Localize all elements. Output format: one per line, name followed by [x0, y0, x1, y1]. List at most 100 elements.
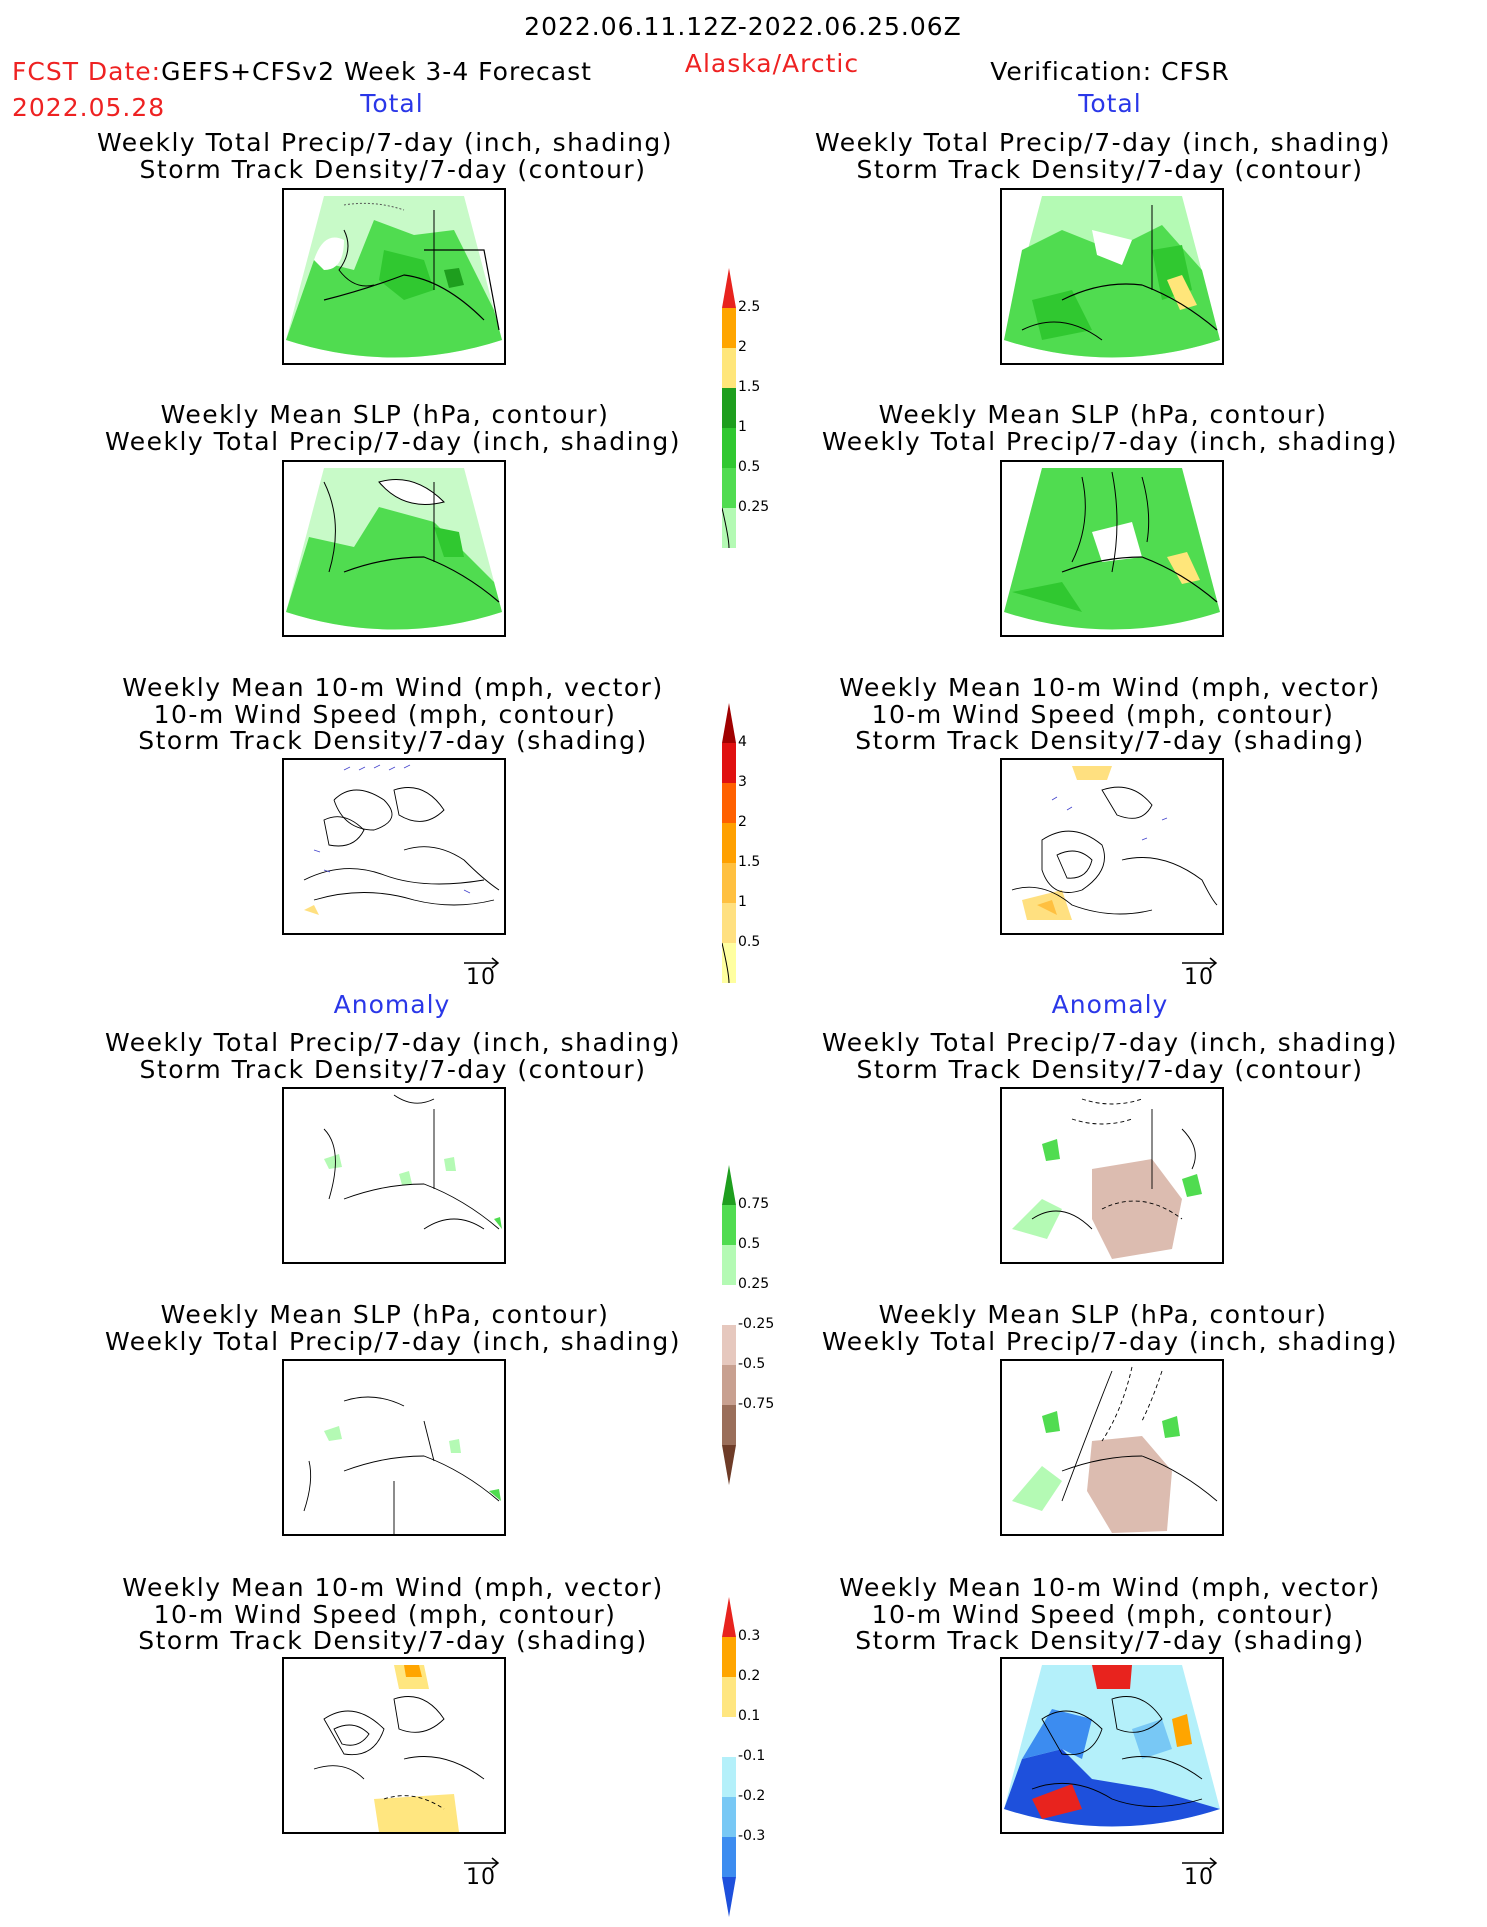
map-slp-anom-verification: [1000, 1359, 1224, 1536]
arrow-icon: [1182, 1857, 1218, 1869]
colorbar-tick-label: 1.5: [738, 854, 761, 870]
colorbar-tick-label: 1: [738, 894, 747, 910]
colorbar-tick-label: 0.25: [738, 1276, 770, 1292]
colorbar-tick-label: 0.5: [738, 459, 761, 475]
colorbar-tick-label: 1: [738, 419, 747, 435]
colorbar-swatch: [722, 1245, 736, 1285]
colorbar-tick-label: 0.2: [738, 1668, 761, 1684]
vector-ref-r6-right: 10: [1180, 1855, 1240, 1895]
region-label: Alaska/Arctic: [684, 49, 860, 78]
wind-anom-forecast-svg: [286, 1665, 502, 1832]
title-r6-left-3: Storm Track Density/7-day (shading): [138, 1626, 648, 1655]
title-r6-left-1: Weekly Mean 10-m Wind (mph, vector): [122, 1573, 664, 1602]
colorbar-tick-label: -0.75: [738, 1396, 775, 1412]
map-slp-total-verification: [1000, 460, 1224, 637]
title-r3-right-1: Weekly Mean 10-m Wind (mph, vector): [839, 673, 1381, 702]
vector-ref-r6-left: 10: [462, 1855, 522, 1895]
colorbar-swatch: [722, 1205, 736, 1245]
colorbar-swatch: [722, 1325, 736, 1365]
wind-total-forecast-svg: [286, 764, 502, 928]
colorbar-swatch: [722, 428, 736, 468]
slp-anom-verification-svg: [1004, 1366, 1220, 1533]
colorbar-swatch: [722, 348, 736, 388]
colorbar-tick-label: 0.5: [738, 934, 761, 950]
colorbar-swatch: [722, 1597, 736, 1637]
title-r5-right-2: Weekly Total Precip/7-day (inch, shading…: [821, 1327, 1399, 1356]
colorbar-tick-label: -0.2: [738, 1788, 766, 1804]
title-r3-left-1: Weekly Mean 10-m Wind (mph, vector): [122, 673, 664, 702]
slp-total-forecast-svg: [286, 468, 502, 630]
colorbar-tick-label: 0.1: [738, 1708, 761, 1724]
colorbar-swatch: [722, 1165, 736, 1205]
colorbar-swatches: [722, 1165, 736, 1485]
colorbar-tick-label: 0.5: [738, 1236, 761, 1252]
title-r4-left-1: Weekly Total Precip/7-day (inch, shading…: [104, 1028, 682, 1057]
arrow-icon: [464, 1857, 500, 1869]
fcst-label: FCST Date:: [12, 57, 162, 86]
colorbar-swatch: [722, 1877, 736, 1917]
arrow-icon: [1182, 957, 1218, 969]
period-title: 2022.06.11.12Z-2022.06.25.06Z: [524, 12, 962, 41]
fcst-date-label: FCST Date:GEFS+CFSv2 Week 3-4 Forecast: [12, 57, 592, 86]
title-r6-right-2: 10-m Wind Speed (mph, contour): [871, 1600, 1335, 1629]
colorbar-swatch: [722, 468, 736, 508]
colorbar-tick-label: 2.5: [738, 299, 761, 315]
colorbar-swatch: [722, 943, 736, 983]
title-r4-left-2: Storm Track Density/7-day (contour): [139, 1055, 647, 1084]
map-slp-anom-forecast: [282, 1359, 506, 1536]
slp-total-verification-svg: [1004, 468, 1220, 630]
wind-total-verification-svg: [1004, 766, 1220, 928]
colorbar-swatches: [722, 703, 736, 984]
colorbar-swatch: [722, 1365, 736, 1405]
anomaly-label-left: Anomaly: [333, 990, 451, 1019]
title-r5-left-1: Weekly Mean SLP (hPa, contour): [160, 1300, 610, 1329]
total-label-right: Total: [1078, 89, 1142, 118]
map-wind-anom-forecast: [282, 1657, 506, 1834]
colorbar-swatch: [722, 1285, 736, 1325]
total-label-left: Total: [360, 89, 424, 118]
slp-anom-forecast-svg: [286, 1367, 502, 1534]
map-precip-total-verification: [1000, 188, 1224, 365]
colorbar-swatch: [722, 508, 736, 548]
colorbar-swatch: [722, 388, 736, 428]
title-r4-right-2: Storm Track Density/7-day (contour): [856, 1055, 1364, 1084]
vector-ref-label: 10: [1184, 1865, 1214, 1890]
colorbar-swatch: [722, 1445, 736, 1485]
title-r2-left-2: Weekly Total Precip/7-day (inch, shading…: [104, 427, 682, 456]
vector-ref-label: 10: [1184, 965, 1214, 990]
map-wind-anom-verification: [1000, 1657, 1224, 1834]
colorbar-tick-label: -0.3: [738, 1828, 766, 1844]
precip-anom-verification-svg: [1004, 1095, 1220, 1259]
colorbar-swatch: [722, 1757, 736, 1797]
wind-anom-verification-svg: [1004, 1665, 1220, 1827]
vector-ref-label: 10: [466, 965, 496, 990]
colorbar-tick-label: 4: [738, 734, 747, 750]
colorbar-swatch: [722, 1797, 736, 1837]
title-r5-left-2: Weekly Total Precip/7-day (inch, shading…: [104, 1327, 682, 1356]
title-r6-right-1: Weekly Mean 10-m Wind (mph, vector): [839, 1573, 1381, 1602]
title-r3-left-2: 10-m Wind Speed (mph, contour): [153, 700, 617, 729]
title-r2-right-2: Weekly Total Precip/7-day (inch, shading…: [821, 427, 1399, 456]
colorbar-swatches: [722, 268, 736, 549]
title-r5-right-1: Weekly Mean SLP (hPa, contour): [878, 1300, 1328, 1329]
title-r2-right-1: Weekly Mean SLP (hPa, contour): [878, 400, 1328, 429]
vector-ref-r3-right: 10: [1180, 955, 1240, 995]
fcst-system: GEFS+CFSv2 Week 3-4 Forecast: [161, 57, 592, 86]
title-r3-right-3: Storm Track Density/7-day (shading): [855, 726, 1365, 755]
precip-total-verification-svg: [1004, 196, 1220, 358]
colorbar-swatch: [722, 1637, 736, 1677]
map-precip-anom-forecast: [282, 1087, 506, 1264]
colorbar-swatch: [722, 1405, 736, 1445]
map-precip-anom-verification: [1000, 1087, 1224, 1264]
colorbar-tick-label: 0.75: [738, 1196, 770, 1212]
verification-label: Verification: CFSR: [990, 57, 1230, 86]
vector-ref-r3-left: 10: [462, 955, 522, 995]
title-r1-left-2: Storm Track Density/7-day (contour): [139, 155, 647, 184]
colorbar-tail: [722, 942, 730, 984]
anomaly-label-right: Anomaly: [1051, 990, 1169, 1019]
colorbar-tick-label: 0.25: [738, 499, 770, 515]
map-wind-total-verification: [1000, 758, 1224, 935]
title-r3-right-2: 10-m Wind Speed (mph, contour): [871, 700, 1335, 729]
colorbar-swatch: [722, 308, 736, 348]
title-r1-left-1: Weekly Total Precip/7-day (inch, shading…: [96, 128, 674, 157]
